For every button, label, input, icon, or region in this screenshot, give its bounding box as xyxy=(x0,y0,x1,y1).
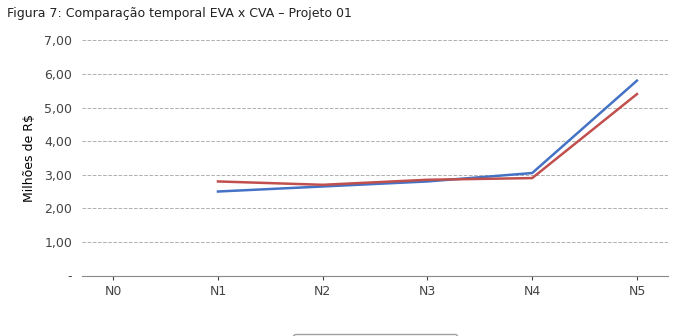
Legend: EVA, CVA: EVA, CVA xyxy=(293,334,457,336)
Text: Figura 7: Comparação temporal EVA x CVA – Projeto 01: Figura 7: Comparação temporal EVA x CVA … xyxy=(7,7,352,20)
Y-axis label: Milhões de R$: Milhões de R$ xyxy=(23,114,35,202)
